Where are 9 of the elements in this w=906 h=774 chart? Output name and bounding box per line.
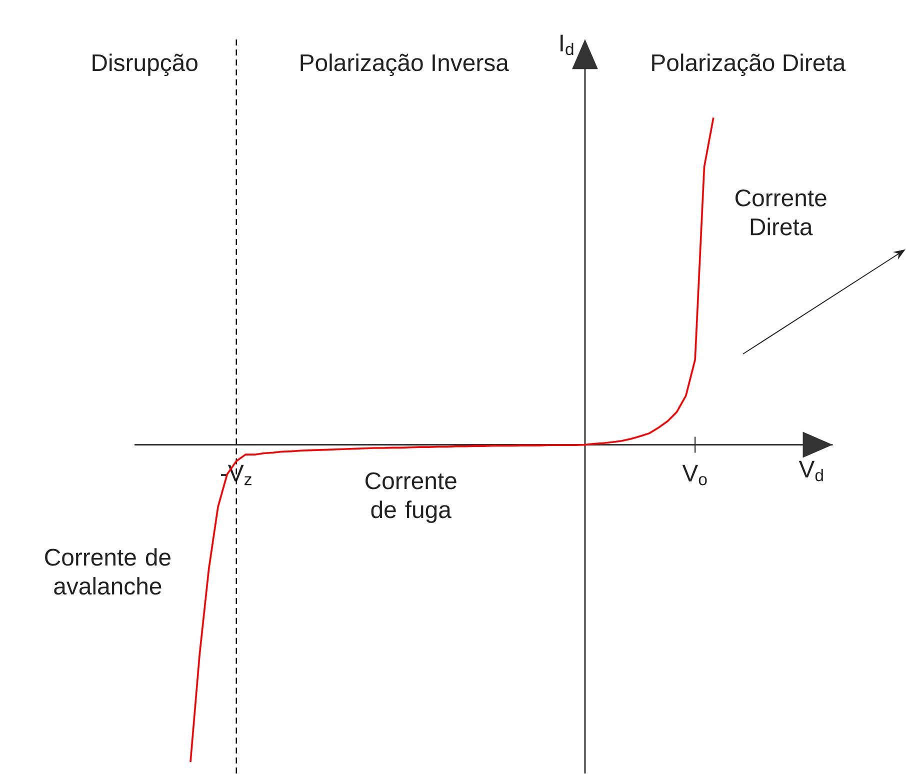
text: Corrente Direta <box>736 189 826 236</box>
x-axis-title: V$_{d}$ <box>798 460 823 482</box>
annotation: Corrente de fuga <box>366 472 456 523</box>
text: Corrente de avalanche <box>45 548 170 595</box>
x-tick-label: V$_{o}$ <box>682 464 707 486</box>
text: Polarização Inversa <box>300 53 509 76</box>
text: Disrupção <box>92 53 198 76</box>
y-axis-title: I$_{d}$ <box>560 34 574 56</box>
text: Polarização Direta <box>652 53 846 76</box>
